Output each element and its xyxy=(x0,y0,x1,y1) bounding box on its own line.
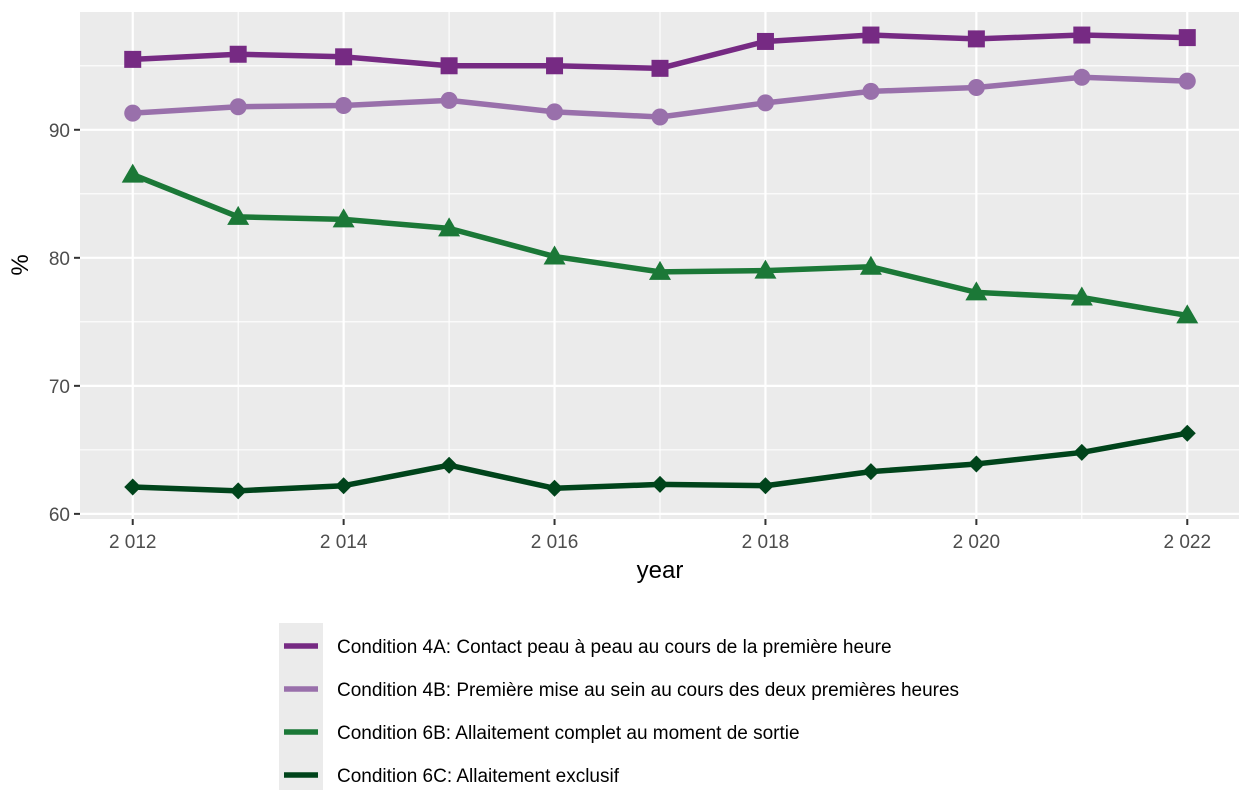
y-tick-label: 80 xyxy=(49,249,70,270)
data-point-diamond xyxy=(967,455,985,473)
series-1 xyxy=(124,26,1196,77)
y-tick-label: 70 xyxy=(49,377,70,398)
legend: Condition 4A: Contact peau à peau au cou… xyxy=(279,623,959,790)
data-point-triangle xyxy=(543,245,566,265)
series-4 xyxy=(124,424,1196,500)
x-tick-label: 2 014 xyxy=(320,532,368,553)
series-2 xyxy=(124,68,1196,126)
legend-label: Condition 6B: Allaitement complet au mom… xyxy=(337,723,800,744)
data-point-circle xyxy=(335,96,353,114)
data-point-square xyxy=(124,50,142,68)
data-point-square xyxy=(1073,26,1091,44)
data-point-triangle xyxy=(227,205,250,225)
data-point-circle xyxy=(124,104,142,122)
legend-item: Condition 4A: Contact peau à peau au cou… xyxy=(284,637,892,658)
legend-item: Condition 6B: Allaitement complet au mom… xyxy=(284,723,800,744)
x-tick-label: 2 016 xyxy=(531,532,579,553)
series-3 xyxy=(121,163,1199,324)
data-point-triangle xyxy=(859,255,882,275)
data-point-diamond xyxy=(124,478,142,496)
legend-item: Condition 4B: Première mise au sein au c… xyxy=(284,680,959,701)
data-point-diamond xyxy=(1178,424,1196,442)
data-point-triangle xyxy=(965,281,988,301)
data-point-circle xyxy=(967,79,985,97)
data-point-circle xyxy=(862,82,880,100)
x-tick-label: 2 020 xyxy=(953,532,1001,553)
data-point-circle xyxy=(756,94,774,112)
legend-item: Condition 6C: Allaitement exclusif xyxy=(284,766,620,787)
axes: 2 012 2 014 2 016 2 018 2 020 2 022 60 70 80 90 xyxy=(49,121,1211,553)
major-gridlines xyxy=(80,12,1239,519)
data-point-triangle xyxy=(649,260,671,280)
data-point-triangle xyxy=(121,163,144,183)
data-point-square xyxy=(440,57,458,75)
series-layer xyxy=(121,26,1199,500)
data-point-square xyxy=(1178,29,1196,47)
data-point-triangle xyxy=(754,259,777,279)
data-point-square xyxy=(335,48,353,66)
data-point-square xyxy=(967,30,985,48)
data-point-diamond xyxy=(651,475,669,493)
data-point-circle xyxy=(440,91,458,109)
legend-background xyxy=(279,623,323,790)
data-point-triangle xyxy=(1070,286,1093,306)
data-point-diamond xyxy=(756,477,774,495)
data-point-diamond xyxy=(440,456,458,474)
data-point-circle xyxy=(546,103,564,121)
legend-label: Condition 4B: Première mise au sein au c… xyxy=(337,680,959,701)
x-tick-label: 2 022 xyxy=(1163,532,1211,553)
data-point-circle xyxy=(229,98,247,116)
legend-label: Condition 6C: Allaitement exclusif xyxy=(337,766,620,787)
data-point-square xyxy=(546,57,564,75)
data-point-square xyxy=(651,59,669,77)
y-tick-label: 90 xyxy=(49,121,70,142)
data-point-square xyxy=(229,45,247,63)
data-point-square xyxy=(756,32,774,50)
data-point-diamond xyxy=(862,463,880,481)
x-axis-title: year xyxy=(637,557,684,584)
data-point-triangle xyxy=(438,217,461,237)
data-point-diamond xyxy=(546,479,564,497)
data-point-circle xyxy=(651,108,669,126)
x-tick-label: 2 012 xyxy=(109,532,157,553)
data-point-diamond xyxy=(335,477,353,495)
data-point-square xyxy=(862,26,880,44)
data-point-circle xyxy=(1073,68,1091,86)
x-tick-label: 2 018 xyxy=(742,532,790,553)
data-point-triangle xyxy=(1176,304,1199,324)
y-tick-label: 60 xyxy=(49,505,70,526)
data-point-diamond xyxy=(1073,443,1091,461)
legend-label: Condition 4A: Contact peau à peau au cou… xyxy=(337,637,892,658)
data-point-circle xyxy=(1178,72,1196,90)
data-point-triangle xyxy=(332,208,355,228)
y-axis-title: % xyxy=(7,254,34,275)
data-point-diamond xyxy=(229,482,247,500)
